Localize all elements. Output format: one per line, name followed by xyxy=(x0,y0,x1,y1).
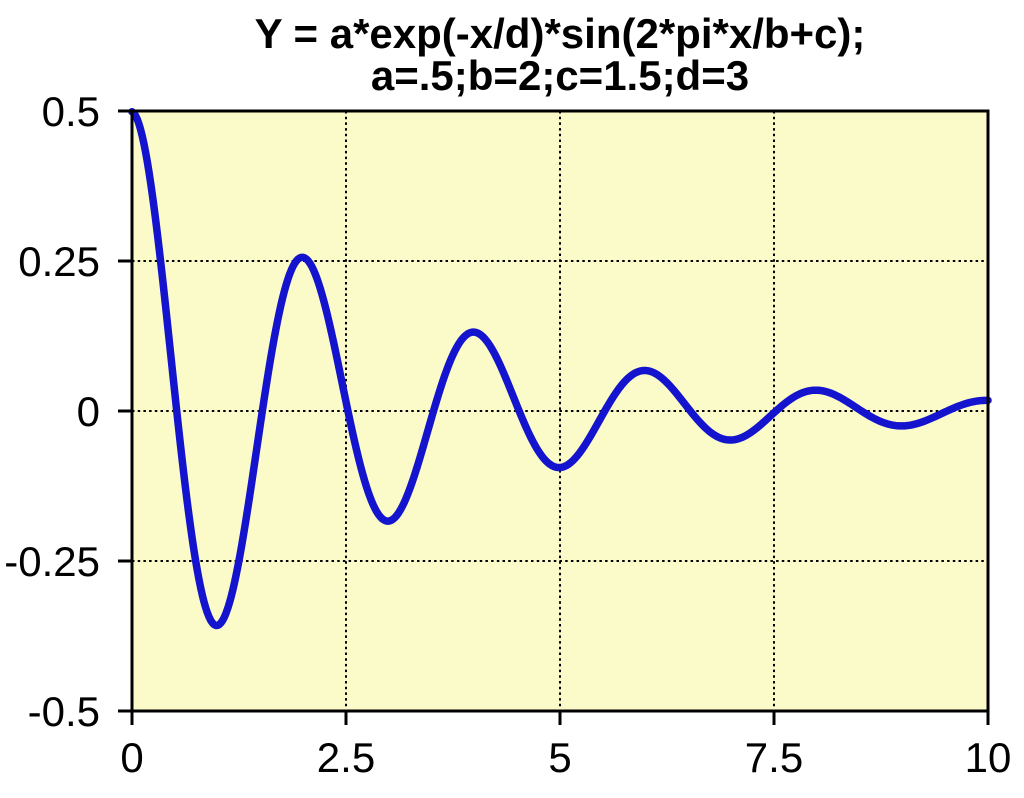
y-tick-label: 0.5 xyxy=(42,88,100,135)
gridlines xyxy=(132,111,988,711)
chart-title: Y = a*exp(-x/d)*sin(2*pi*x/b+c); a=.5;b=… xyxy=(132,13,988,97)
y-tick-label: -0.5 xyxy=(28,688,100,735)
axis-ticks xyxy=(118,109,990,725)
x-tick-label: 10 xyxy=(965,734,1012,781)
x-tick-label: 0 xyxy=(120,734,143,781)
y-tick-label: 0 xyxy=(77,388,100,435)
y-tick-label: 0.25 xyxy=(18,238,100,285)
axis-tick-labels: 0 2.5 5 7.5 10 0.5 0.25 0 -0.25 -0.5 xyxy=(4,88,1011,781)
x-tick-label: 5 xyxy=(548,734,571,781)
x-tick-label: 7.5 xyxy=(745,734,803,781)
y-tick-label: -0.25 xyxy=(4,538,100,585)
chart-title-line1: Y = a*exp(-x/d)*sin(2*pi*x/b+c); xyxy=(254,10,866,57)
chart-title-line2: a=.5;b=2;c=1.5;d=3 xyxy=(370,52,750,99)
x-tick-label: 2.5 xyxy=(317,734,375,781)
curve-path xyxy=(128,108,992,630)
